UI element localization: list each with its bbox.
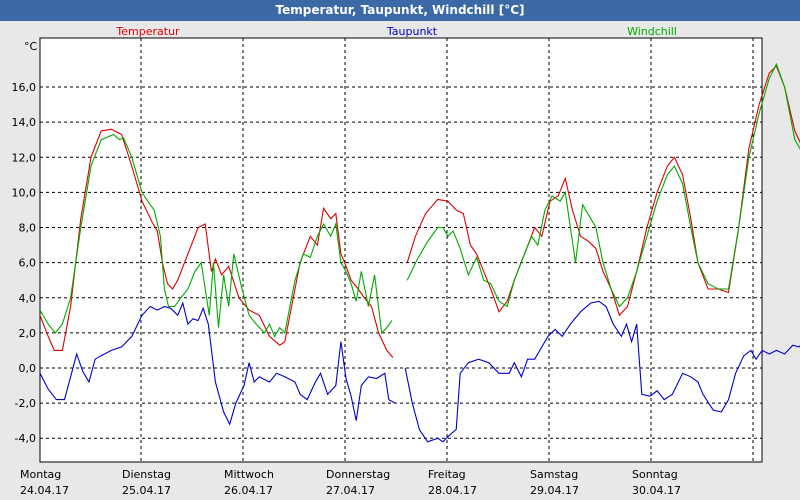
x-day-label: Dienstag bbox=[122, 468, 171, 481]
y-tick-label: 16,0 bbox=[12, 81, 37, 94]
y-tick-label: 4,0 bbox=[19, 292, 37, 305]
y-tick-label: -4,0 bbox=[15, 432, 36, 445]
legend-taupunkt: Taupunkt bbox=[386, 25, 438, 38]
x-date-label: 28.04.17 bbox=[428, 484, 477, 497]
y-tick-label: 0,0 bbox=[19, 362, 37, 375]
x-date-label: 24.04.17 bbox=[20, 484, 69, 497]
y-tick-label: 2,0 bbox=[19, 327, 37, 340]
series-line-temperatur bbox=[39, 128, 394, 358]
chart-title: Temperatur, Taupunkt, Windchill [°C] bbox=[275, 3, 525, 17]
x-day-label: Samstag bbox=[530, 468, 578, 481]
x-day-label: Donnerstag bbox=[326, 468, 390, 481]
y-tick-label: 12,0 bbox=[12, 151, 37, 164]
series-line-windchill bbox=[39, 133, 393, 338]
series-line-taupunkt bbox=[404, 300, 800, 443]
y-tick-label: 6,0 bbox=[19, 257, 37, 270]
x-day-label: Montag bbox=[20, 468, 61, 481]
x-day-label: Mittwoch bbox=[224, 468, 274, 481]
series-lines bbox=[39, 62, 800, 443]
legend: Temperatur Taupunkt Windchill bbox=[115, 25, 677, 38]
series-line-taupunkt bbox=[39, 301, 396, 426]
y-tick-label: 8,0 bbox=[19, 222, 37, 235]
x-day-label: Sonntag bbox=[632, 468, 678, 481]
y-tick-label: 14,0 bbox=[12, 116, 37, 129]
x-date-label: 29.04.17 bbox=[530, 484, 579, 497]
x-date-label: 26.04.17 bbox=[224, 484, 273, 497]
x-date-label: 27.04.17 bbox=[326, 484, 375, 497]
y-axis-unit: °C bbox=[24, 40, 38, 53]
grid bbox=[40, 38, 762, 462]
legend-temperatur: Temperatur bbox=[115, 25, 180, 38]
y-tick-label: -2,0 bbox=[15, 397, 36, 410]
x-date-label: 25.04.17 bbox=[122, 484, 171, 497]
legend-windchill: Windchill bbox=[627, 25, 677, 38]
x-day-label: Freitag bbox=[428, 468, 466, 481]
chart-title-bar: Temperatur, Taupunkt, Windchill [°C] bbox=[0, 0, 800, 21]
plot-area bbox=[39, 37, 763, 463]
series-line-windchill bbox=[406, 62, 800, 308]
y-tick-label: 10,0 bbox=[12, 186, 37, 199]
x-date-label: 30.04.17 bbox=[632, 484, 681, 497]
axis-labels: °C 16,0 14,0 12,0 10,0 8,0 6,0 4,0 2,0 0,0 -2,0 -4,… bbox=[12, 40, 681, 497]
